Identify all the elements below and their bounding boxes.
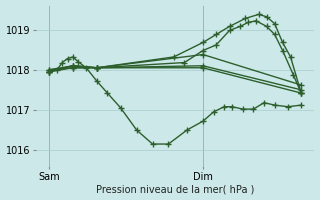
X-axis label: Pression niveau de la mer( hPa ): Pression niveau de la mer( hPa ) [96, 184, 254, 194]
